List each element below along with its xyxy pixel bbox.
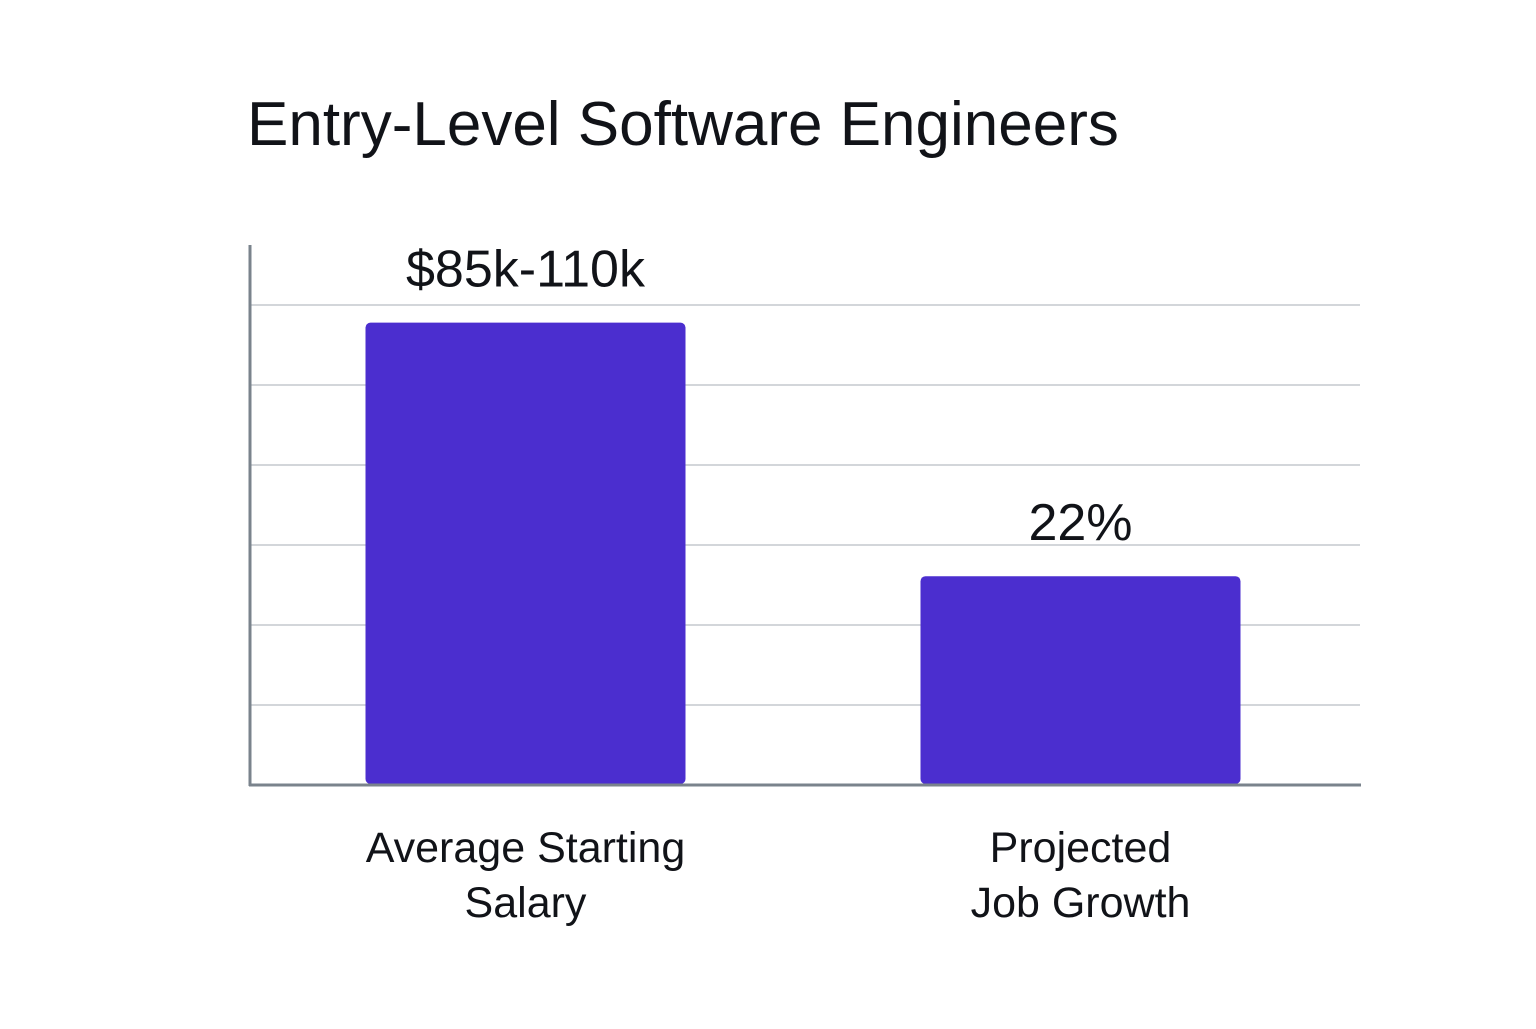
data-label: 22% (1028, 494, 1132, 552)
x-tick-label: Job Growth (971, 879, 1191, 927)
bar (920, 576, 1241, 784)
x-tick-label: Salary (465, 879, 587, 927)
x-tick-label: Projected (990, 824, 1172, 872)
data-label: $85k-110k (406, 241, 646, 299)
bars: $85k-110k Average Starting Salary 22% Projec… (365, 241, 1241, 927)
bar (365, 322, 686, 784)
x-tick-label: Average Starting (366, 824, 686, 872)
chart-title: Entry-Level Software Engineers (247, 90, 1119, 159)
